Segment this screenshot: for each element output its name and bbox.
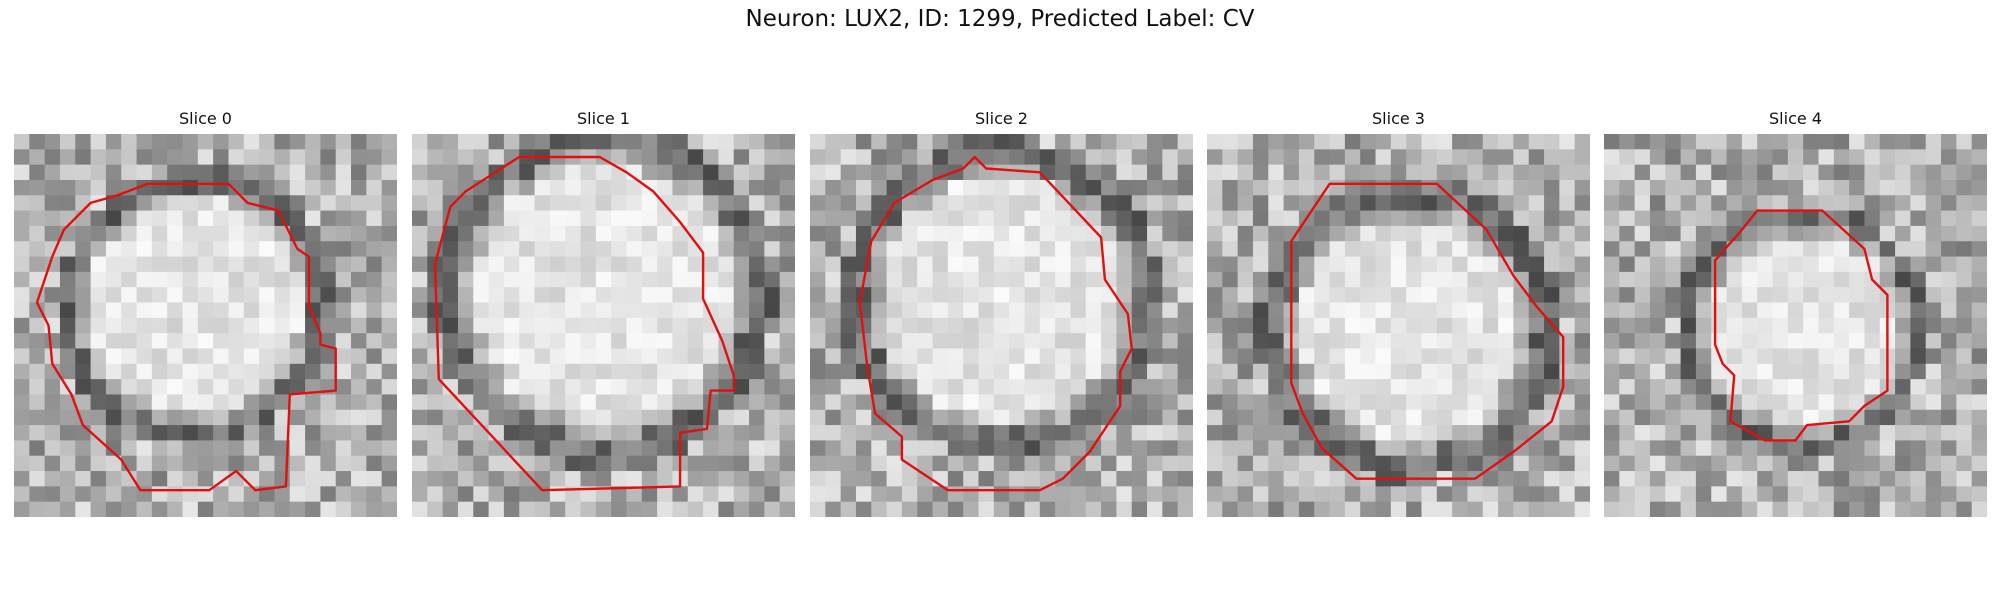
slice-title-3: Slice 3 (1372, 109, 1425, 128)
segmentation-contour (858, 155, 1133, 492)
grayscale-pixels (810, 134, 1193, 517)
slice-image-1 (412, 134, 795, 517)
segmentation-contour (433, 155, 735, 492)
slice-image-0 (14, 134, 397, 517)
segmentation-contour (1713, 209, 1889, 442)
slice-title-2: Slice 2 (975, 109, 1028, 128)
slice-image-4 (1604, 134, 1987, 517)
grayscale-pixels (1604, 134, 1987, 517)
slice-panel-1: Slice 1 (412, 108, 795, 517)
segmentation-contour (1290, 182, 1565, 480)
figure-title: Neuron: LUX2, ID: 1299, Predicted Label:… (745, 6, 1255, 32)
slice-panel-2: Slice 2 (810, 108, 1193, 517)
slice-image-2 (810, 134, 1193, 517)
grayscale-pixels (14, 134, 397, 517)
slice-image-3 (1207, 134, 1590, 517)
grayscale-pixels (412, 134, 795, 517)
slice-title-4: Slice 4 (1769, 109, 1822, 128)
segmentation-contour (35, 182, 337, 492)
slice-panel-0: Slice 0 (14, 108, 397, 517)
grayscale-pixels (1207, 134, 1590, 517)
slice-title-0: Slice 0 (179, 109, 232, 128)
slice-panel-4: Slice 4 (1604, 108, 1987, 517)
slice-title-1: Slice 1 (577, 109, 630, 128)
slice-panel-3: Slice 3 (1207, 108, 1590, 517)
